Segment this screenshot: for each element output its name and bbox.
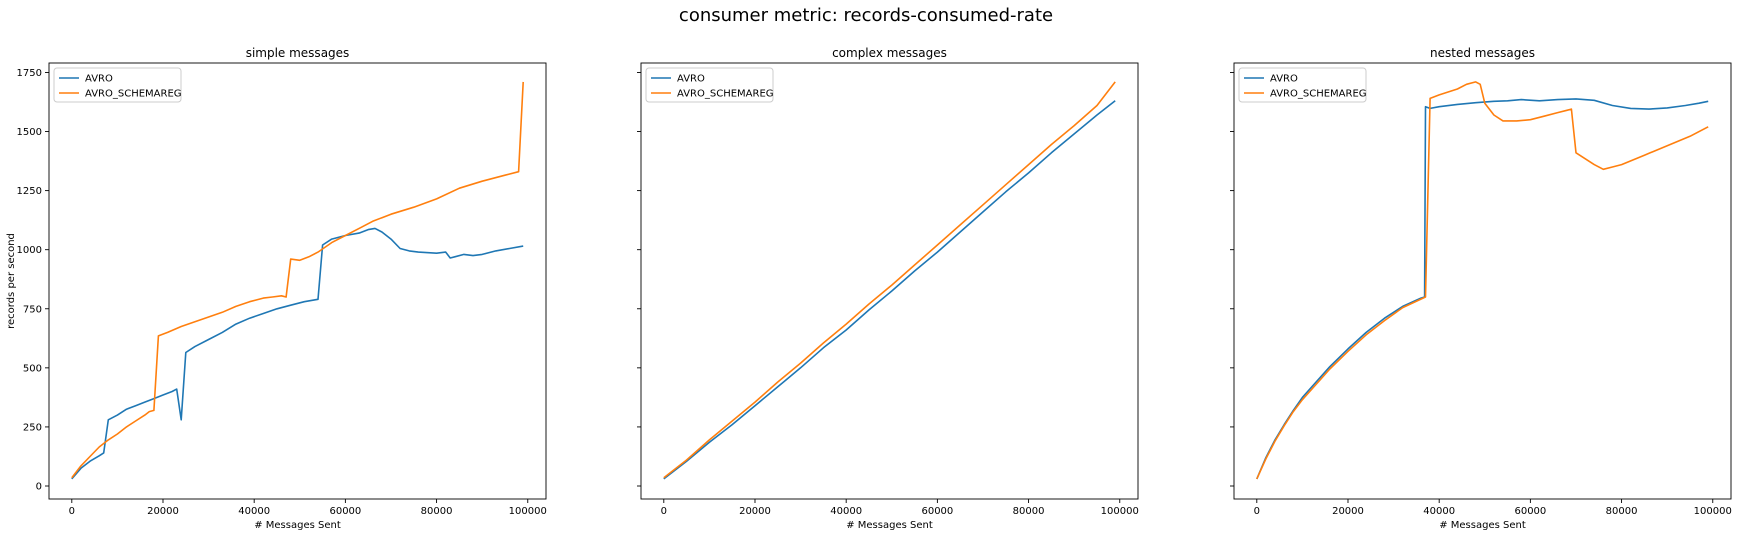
legend-label: AVRO — [677, 74, 705, 85]
x-tick-label: 80000 — [421, 506, 453, 517]
series-line-avro-schemareg — [1256, 81, 1709, 480]
y-tick-label: 1000 — [17, 245, 42, 256]
x-tick-label: 0 — [69, 506, 75, 517]
x-tick-label: 20000 — [1332, 506, 1364, 517]
y-tick-label: 0 — [36, 482, 42, 493]
plot-frame — [1233, 62, 1732, 500]
figure-title: consumer metric: records-consumed-rate — [679, 5, 1053, 26]
panel-nested: nested messages 0 20000 40000 60000 80000 1000… — [1230, 46, 1732, 531]
x-tick-label: 40000 — [1423, 506, 1455, 517]
y-tick-label: 1500 — [17, 127, 42, 138]
x-tick-label: 60000 — [921, 506, 953, 517]
legend-label: AVRO_SCHEMAREG — [677, 89, 774, 100]
x-tick-label: 100000 — [1694, 506, 1732, 517]
x-axis-label: # Messages Sent — [1439, 520, 1526, 531]
legend-label: AVRO_SCHEMAREG — [85, 89, 182, 100]
x-tick-label: 60000 — [1514, 506, 1546, 517]
x-tick-label: 20000 — [739, 506, 771, 517]
x-tick-label: 80000 — [1013, 506, 1045, 517]
x-tick-label: 100000 — [509, 506, 547, 517]
x-tick-label: 40000 — [830, 506, 862, 517]
series-line-avro — [663, 100, 1116, 480]
x-axis-label: # Messages Sent — [254, 520, 341, 531]
y-tick-label: 750 — [23, 304, 42, 315]
x-tick-label: 0 — [661, 506, 667, 517]
legend-box — [1238, 67, 1367, 103]
x-tick-label: 60000 — [329, 506, 361, 517]
panel-title-complex: complex messages — [832, 46, 947, 60]
x-axis-label: # Messages Sent — [846, 520, 933, 531]
legend-label: AVRO — [85, 74, 113, 85]
series-line-avro-schemareg — [663, 81, 1116, 479]
series-line-avro — [1256, 98, 1709, 480]
legend: AVRO AVRO_SCHEMAREG — [1238, 67, 1367, 103]
x-tick-label: 20000 — [147, 506, 179, 517]
plot-frame — [48, 62, 547, 500]
panel-title-simple: simple messages — [246, 46, 350, 60]
panel-simple: simple messages 0 20000 40000 60000 80000 1000… — [6, 46, 547, 531]
series-line-avro — [71, 227, 524, 480]
legend: AVRO AVRO_SCHEMAREG — [53, 67, 182, 103]
x-tick-label: 100000 — [1101, 506, 1139, 517]
legend: AVRO AVRO_SCHEMAREG — [645, 67, 774, 103]
panel-title-nested: nested messages — [1430, 46, 1535, 60]
x-tick-label: 40000 — [238, 506, 270, 517]
x-tick-label: 0 — [1254, 506, 1260, 517]
y-tick-label: 1750 — [17, 68, 42, 79]
plot-frame — [640, 62, 1139, 500]
y-axis-label: records per second — [6, 233, 17, 329]
series-line-avro-schemareg — [71, 81, 524, 479]
legend-label: AVRO — [1270, 74, 1298, 85]
legend-label: AVRO_SCHEMAREG — [1270, 89, 1367, 100]
y-tick-label: 500 — [23, 363, 42, 374]
y-tick-label: 1250 — [17, 186, 42, 197]
y-tick-label: 250 — [23, 422, 42, 433]
legend-box — [645, 67, 774, 103]
legend-box — [53, 67, 182, 103]
panel-complex: complex messages 0 20000 40000 60000 80000 100… — [637, 46, 1139, 531]
x-tick-label: 80000 — [1606, 506, 1638, 517]
